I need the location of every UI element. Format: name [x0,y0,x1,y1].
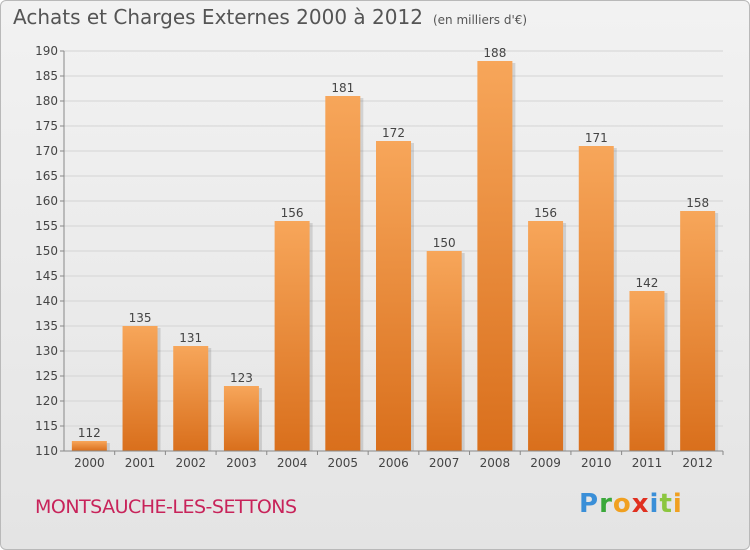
bar [122,326,158,451]
bars [71,61,719,451]
y-tick-label: 110 [35,444,58,458]
commune-name: MONTSAUCHE-LES-SETTONS [35,496,297,518]
data-label: 123 [230,371,253,385]
bar [173,346,209,451]
y-tick-label: 165 [35,169,58,183]
x-tick-label: 2010 [581,456,612,470]
x-tick-label: 2005 [328,456,359,470]
x-tick-label: 2012 [682,456,713,470]
y-tick-label: 150 [35,244,58,258]
bar [578,146,614,451]
bar [376,141,411,451]
x-tick-label: 2007 [429,456,460,470]
y-tick-label: 155 [35,219,58,233]
y-tick-label: 175 [35,119,58,133]
proxiti-logo: Proxiti [579,489,683,519]
y-tick-label: 130 [35,344,58,358]
data-label: 188 [483,46,506,60]
data-label: 171 [585,131,608,145]
y-tick-label: 125 [35,369,58,383]
x-tick-label: 2000 [74,456,105,470]
bar [528,221,564,451]
bar [680,211,716,451]
y-tick-label: 145 [35,269,58,283]
data-label: 135 [129,311,152,325]
x-tick-label: 2011 [632,456,663,470]
y-tick-label: 190 [35,44,58,58]
data-label: 156 [281,206,304,220]
bar [325,96,361,451]
y-tick-label: 185 [35,69,58,83]
chart-title: Achats et Charges Externes 2000 à 2012 (e… [13,5,527,29]
x-tick-label: 2004 [277,456,308,470]
data-label: 172 [382,126,405,140]
chart-unit: (en milliers d'€) [432,13,528,27]
bar [274,221,310,451]
bar [477,61,513,451]
brand-letter: i [672,489,683,519]
data-label: 158 [686,196,709,210]
bar [71,441,107,451]
y-tick-label: 140 [35,294,58,308]
brand-letter: P [579,489,600,519]
x-tick-label: 2008 [480,456,511,470]
data-label: 181 [331,81,354,95]
x-tick-label: 2002 [175,456,206,470]
y-tick-label: 170 [35,144,58,158]
y-tick-label: 135 [35,319,58,333]
x-tick-label: 2009 [530,456,561,470]
data-label: 131 [179,331,202,345]
brand-letter: x [631,489,650,519]
data-label: 156 [534,206,557,220]
brand-letter: r [599,489,613,519]
data-label: 112 [78,426,101,440]
y-tick-label: 120 [35,394,58,408]
data-label: 142 [636,276,659,290]
x-tick-label: 2006 [378,456,409,470]
axes [60,50,724,455]
x-tick-label: 2003 [226,456,257,470]
chart-title-text: Achats et Charges Externes 2000 à 2012 [13,5,423,29]
labels: 110 115 120 125 130 135 140 145 150 155 160 165 170 1… [35,44,713,470]
bar [223,386,259,451]
brand-letter: o [612,489,632,519]
brand-letter: i [649,489,660,519]
bar [629,291,665,451]
x-tick-label: 2001 [125,456,156,470]
y-tick-label: 160 [35,194,58,208]
y-tick-label: 180 [35,94,58,108]
data-label: 150 [433,236,456,250]
y-tick-label: 115 [35,419,58,433]
brand-letter: t [659,489,673,519]
bar [426,251,462,451]
